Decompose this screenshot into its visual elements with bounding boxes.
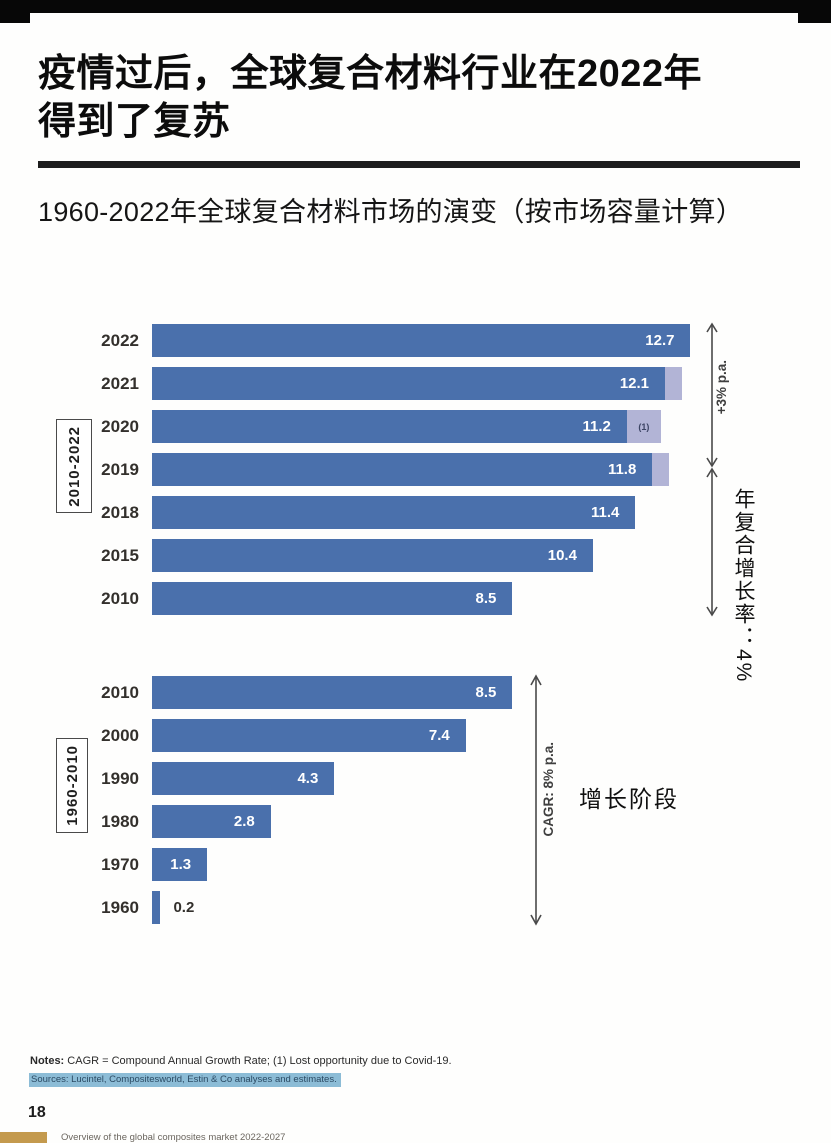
market-volume-bar: 8.5 <box>152 582 513 615</box>
year-tick-label: 1970 <box>101 855 139 874</box>
bar-row: 1980 2.8 <box>86 805 512 838</box>
annotation-cagr-4pct: 年复合增长率：4% <box>732 488 755 684</box>
bar-row: 1960 0.2 <box>86 891 512 924</box>
market-volume-bar: 12.1 <box>152 367 666 400</box>
bar-value-label: 10.4 <box>547 547 577 564</box>
bar-track: 11.4 <box>152 496 636 529</box>
page-number: 18 <box>28 1104 46 1121</box>
period-label: 1960-2010 <box>63 745 81 826</box>
annotation-growth-phase: 增长阶段 <box>579 786 679 812</box>
annotation-cagr-3pct: +3% p.a. <box>714 360 729 415</box>
bar-track: 8.5 <box>152 676 513 709</box>
cagr-arrow-1960-2010 <box>530 674 542 926</box>
bar-track: 11.2 (1) <box>152 410 661 443</box>
year-tick-label: 2000 <box>101 726 139 745</box>
year-tick-label: 1990 <box>101 769 139 788</box>
bar-row: 2018 11.4 <box>86 496 690 529</box>
bar-row: 1990 4.3 <box>86 762 512 795</box>
market-volume-bar: 11.2 <box>152 410 627 443</box>
market-volume-bar: 12.7 <box>152 324 691 357</box>
bar-value-label: 7.4 <box>428 727 450 744</box>
covid-lost-segment <box>652 453 670 486</box>
period-box-1960-2010: 1960-2010 <box>56 738 88 833</box>
period-box-2010-2022: 2010-2022 <box>56 419 92 513</box>
bar-track: 4.3 <box>152 762 335 795</box>
scan-edge-corner-left <box>0 0 30 23</box>
footer-gold-bar <box>0 1132 47 1143</box>
market-volume-bar: 11.4 <box>152 496 636 529</box>
bar-value-label: 4.3 <box>297 770 319 787</box>
bar-row: 1970 1.3 <box>86 848 512 881</box>
covid-lost-segment: (1) <box>626 410 661 443</box>
bar-track: 12.1 <box>152 367 682 400</box>
period-label: 2010-2022 <box>65 425 83 507</box>
market-volume-bar: 7.4 <box>152 719 466 752</box>
year-tick-label: 1960 <box>101 898 139 917</box>
market-volume-bar: 4.3 <box>152 762 335 795</box>
bar-row: 2015 10.4 <box>86 539 690 572</box>
year-tick-label: 2010 <box>101 589 139 608</box>
bar-row: 2010 8.5 <box>86 676 513 709</box>
bar-row: 2021 12.1 <box>86 367 690 400</box>
bar-track: 8.5 <box>152 582 513 615</box>
bar-track: 0.2 <box>152 891 194 924</box>
title-divider-rule <box>38 161 800 168</box>
market-volume-bar: 10.4 <box>152 539 593 572</box>
bar-value-label: 1.3 <box>170 856 192 873</box>
year-tick-label: 1980 <box>101 812 139 831</box>
page-title-line1: 疫情过后，全球复合材料行业在2022年 <box>38 53 703 95</box>
year-tick-label: 2022 <box>101 331 139 350</box>
bar-value-label: 0.2 <box>173 899 195 916</box>
page-title-line2: 得到了复苏 <box>38 101 231 144</box>
covid-note-label: (1) <box>638 421 650 432</box>
bar-track: 7.4 <box>152 719 466 752</box>
bar-value-label: 11.8 <box>607 461 637 478</box>
market-volume-bar: 11.8 <box>152 453 653 486</box>
bar-row: 2010 8.5 <box>86 582 690 615</box>
scan-edge-top <box>0 0 831 13</box>
market-volume-bar: 1.3 <box>152 848 208 881</box>
bar-value-label: 12.7 <box>645 332 675 349</box>
year-tick-label: 2020 <box>101 417 139 436</box>
notes-label: Notes: <box>30 1055 65 1067</box>
bar-group-1960-2010: 2010 8.5 2000 7.4 1990 4.3 1980 2.8 1970 1.3 1960 0… <box>86 676 513 934</box>
scan-edge-corner-right <box>798 0 831 23</box>
year-tick-label: 2018 <box>101 503 139 522</box>
chart-title: 1960-2022年全球复合材料市场的演变（按市场容量计算） <box>38 197 744 227</box>
bar-row: 2000 7.4 <box>86 719 512 752</box>
footer-report-name: Overview of the global composites market… <box>61 1132 286 1143</box>
bar-track: 12.7 <box>152 324 691 357</box>
covid-lost-segment <box>665 367 682 400</box>
year-tick-label: 2021 <box>101 374 139 393</box>
market-volume-bar <box>152 891 161 924</box>
bar-track: 1.3 <box>152 848 208 881</box>
year-tick-label: 2015 <box>101 546 139 565</box>
cagr-arrow-2019-2022 <box>706 322 718 468</box>
market-volume-bar: 8.5 <box>152 676 513 709</box>
bar-track: 11.8 <box>152 453 670 486</box>
notes-text: CAGR = Compound Annual Growth Rate; (1) … <box>64 1055 452 1067</box>
annotation-cagr-8pct: CAGR: 8% p.a. <box>541 742 556 837</box>
market-volume-bar: 2.8 <box>152 805 271 838</box>
sources-line: Sources: Lucintel, Compositesworld, Esti… <box>29 1069 341 1087</box>
bar-value-label: 2.8 <box>233 813 255 830</box>
bar-value-label: 12.1 <box>619 375 650 392</box>
page-title: 疫情过后，全球复合材料行业在2022年 得到了复苏 <box>38 50 798 147</box>
bar-value-label: 11.4 <box>590 504 620 521</box>
bar-track: 10.4 <box>152 539 593 572</box>
bar-value-label: 8.5 <box>475 684 497 701</box>
bar-row: 2020 11.2 (1) <box>86 410 690 443</box>
cagr-arrow-2010-2019 <box>706 467 718 617</box>
bar-value-label: 11.2 <box>582 418 611 435</box>
bar-row: 2019 11.8 <box>86 453 690 486</box>
bar-row: 2022 12.7 <box>86 324 691 357</box>
year-tick-label: 2019 <box>101 460 139 479</box>
year-tick-label: 2010 <box>101 683 139 702</box>
sources-text: Sources: Lucintel, Compositesworld, Esti… <box>29 1073 341 1087</box>
notes-line: Notes: CAGR = Compound Annual Growth Rat… <box>30 1055 452 1067</box>
bar-value-label: 8.5 <box>475 590 497 607</box>
bar-group-2010-2022: 2022 12.7 2021 12.1 2020 11.2 (1) 2019 11.8 2018 1… <box>86 324 691 625</box>
bar-track: 2.8 <box>152 805 271 838</box>
